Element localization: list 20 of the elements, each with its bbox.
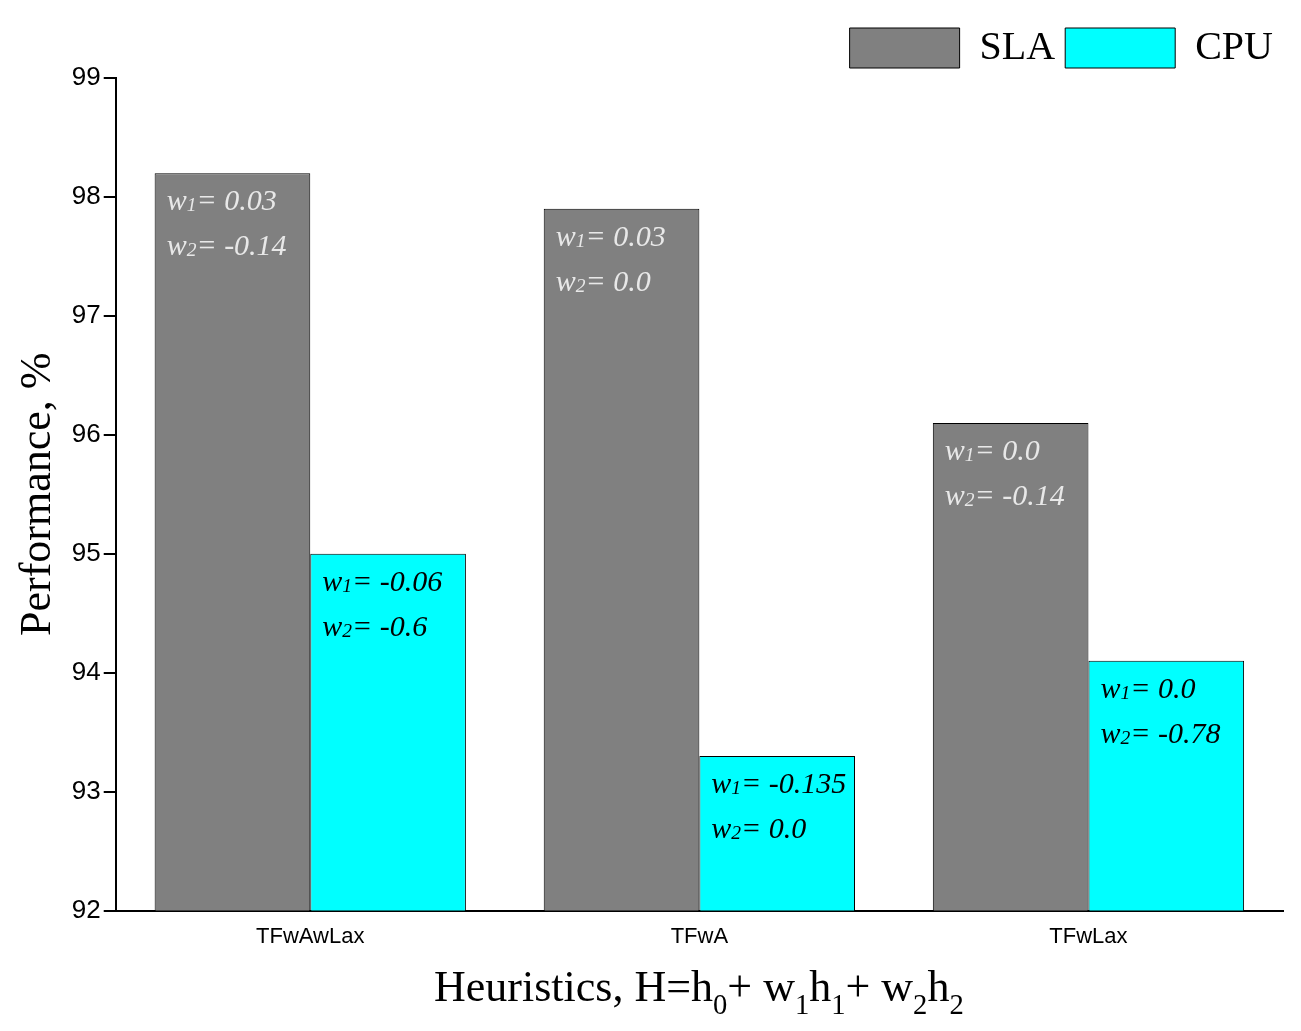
x-tick-label: TFwA — [670, 922, 729, 948]
y-tick-label: 93 — [71, 774, 101, 805]
y-tick-label: 92 — [71, 893, 101, 924]
x-tick-label: TFwLax — [1049, 922, 1128, 948]
legend-label: SLA — [979, 22, 1056, 68]
y-tick-label: 97 — [71, 299, 101, 330]
annotation: w1= 0.0 w2= -0.78 — [1100, 670, 1221, 749]
y-tick-label: 94 — [71, 655, 101, 686]
legend-label: CPU — [1195, 22, 1274, 68]
y-tick-label: 98 — [71, 180, 101, 211]
y-tick-label: 99 — [71, 61, 101, 92]
annotation: w1= -0.135 w2= 0.0 — [711, 765, 847, 844]
annotation: w1= 0.03 w2= -0.14 — [166, 183, 287, 262]
x-tick-label: TFwAwLax — [256, 922, 365, 948]
y-tick-label: 95 — [71, 536, 101, 567]
y-axis-title: Performance, % — [10, 352, 60, 637]
y-tick-label: 96 — [71, 418, 101, 448]
annotation: w1= 0.03 w2= 0.0 — [555, 218, 666, 297]
annotation: w1= -0.06 w2= -0.6 — [322, 563, 443, 642]
annotation: w1= 0.0 w2= -0.14 — [944, 432, 1065, 511]
